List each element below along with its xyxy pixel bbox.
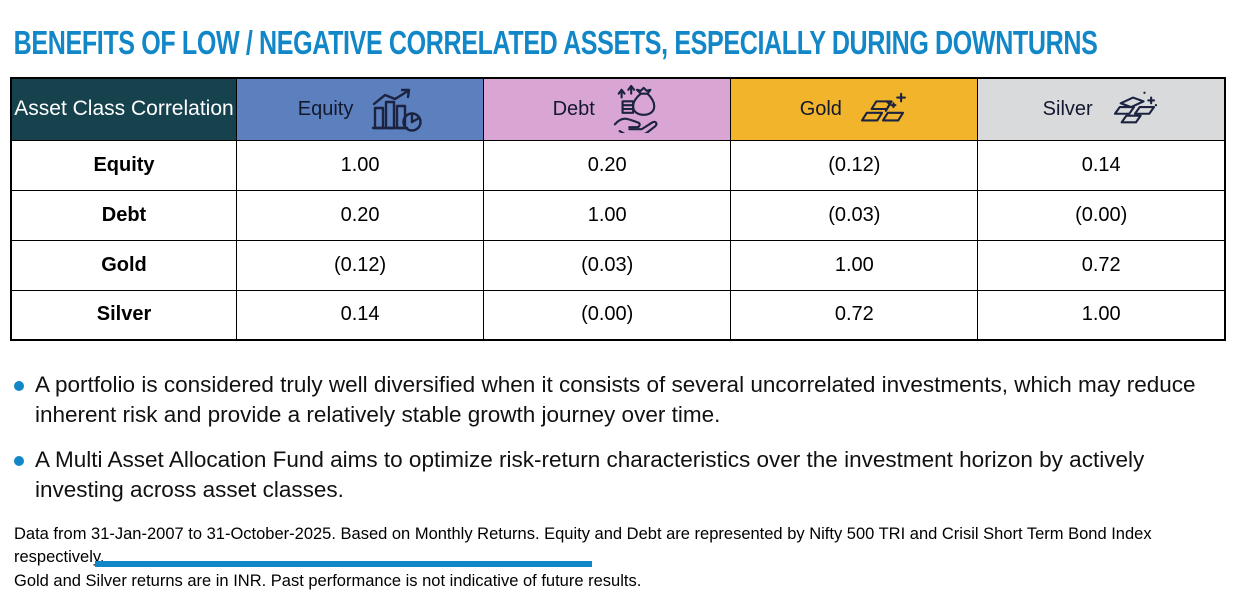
correlation-cell: 1.00 <box>977 289 1226 341</box>
corner-header: Asset Class Correlation <box>10 77 237 141</box>
footnote-line: Data from 31-Jan-2007 to 31-October-2025… <box>14 524 1152 567</box>
correlation-cell: 0.20 <box>483 139 732 191</box>
correlation-table: Asset Class Correlation Equity Debt Gold… <box>10 77 1226 341</box>
table-body: Equity 1.00 0.20 (0.12) 0.14 Debt 0.20 1.00 (0.0… <box>10 139 1226 341</box>
correlation-cell: (0.00) <box>977 189 1226 241</box>
row-label: Silver <box>10 289 237 341</box>
footnote: Data from 31-Jan-2007 to 31-October-2025… <box>14 523 1194 593</box>
column-header-label: Gold <box>799 97 842 120</box>
correlation-cell: 0.72 <box>730 289 979 341</box>
bullet-list: A portfolio is considered truly well div… <box>14 370 1236 505</box>
column-header-label: Equity <box>297 97 354 120</box>
table-row-gold: Gold (0.12) (0.03) 1.00 0.72 <box>10 239 1226 291</box>
slide: BENEFITS OF LOW / NEGATIVE CORRELATED AS… <box>10 24 1236 590</box>
debt-hand-money-icon <box>610 85 662 134</box>
correlation-cell: 1.00 <box>235 139 485 191</box>
correlation-cell: 0.14 <box>235 289 485 341</box>
correlation-cell: (0.00) <box>483 289 732 341</box>
column-header-label: Silver <box>1042 97 1093 120</box>
table-row-debt: Debt 0.20 1.00 (0.03) (0.00) <box>10 189 1226 241</box>
correlation-cell: 0.72 <box>977 239 1226 291</box>
correlation-cell: (0.12) <box>235 239 485 291</box>
table-row-silver: Silver 0.14 (0.00) 0.72 1.00 <box>10 289 1226 341</box>
correlation-cell: 1.00 <box>730 239 979 291</box>
column-header-label: Debt <box>552 97 595 120</box>
silver-bars-icon <box>1108 89 1160 129</box>
row-label: Equity <box>10 139 237 191</box>
correlation-cell: 1.00 <box>483 189 732 241</box>
page-title: BENEFITS OF LOW / NEGATIVE CORRELATED AS… <box>13 24 1098 61</box>
bullet-item: A Multi Asset Allocation Fund aims to op… <box>14 445 1199 505</box>
column-header-silver: Silver <box>977 77 1226 141</box>
correlation-cell: 0.20 <box>235 189 485 241</box>
column-header-gold: Gold <box>730 77 979 141</box>
bullet-dot <box>14 455 24 466</box>
bullet-text: A portfolio is considered truly well div… <box>35 372 1196 427</box>
bullet-text: A Multi Asset Allocation Fund aims to op… <box>35 446 1145 502</box>
table-row-equity: Equity 1.00 0.20 (0.12) 0.14 <box>10 139 1226 191</box>
column-header-debt: Debt <box>483 77 732 141</box>
correlation-cell: (0.03) <box>730 189 979 241</box>
bullet-item: A portfolio is considered truly well div… <box>14 370 1199 430</box>
footnote-line: Gold and Silver returns are in INR. Past… <box>14 571 642 590</box>
row-label: Gold <box>10 239 237 291</box>
bottom-accent-bar <box>95 561 592 567</box>
row-label: Debt <box>10 189 237 241</box>
equity-bar-chart-icon <box>368 86 423 132</box>
bullet-dot <box>14 381 24 391</box>
correlation-cell: (0.12) <box>730 139 979 191</box>
table-header-row: Asset Class Correlation Equity Debt Gold… <box>10 77 1226 141</box>
column-header-equity: Equity <box>235 77 485 141</box>
correlation-cell: 0.14 <box>977 139 1226 191</box>
correlation-cell: (0.03) <box>483 239 732 291</box>
gold-bars-icon <box>857 89 909 129</box>
